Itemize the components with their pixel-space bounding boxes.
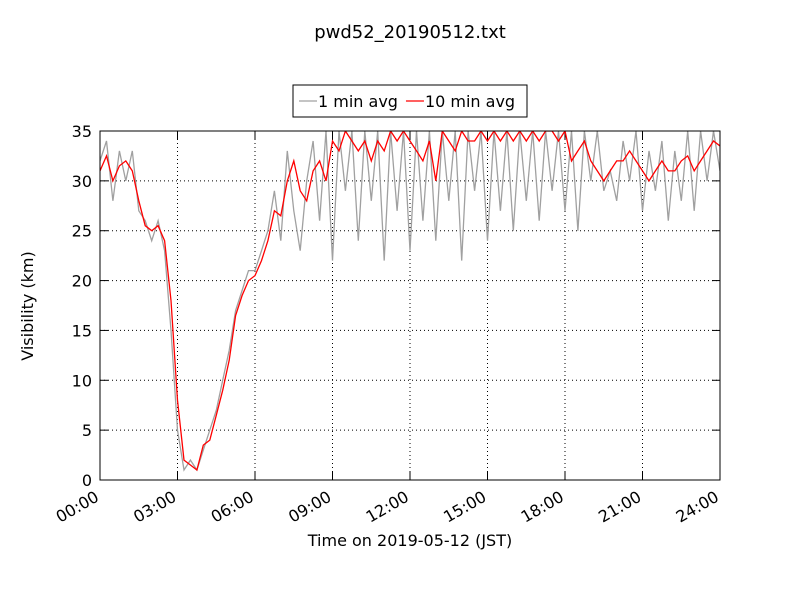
y-tick-label: 35 [72, 122, 92, 141]
x-axis-label: Time on 2019-05-12 (JST) [307, 531, 512, 550]
x-tick-label: 00:00 [53, 487, 102, 527]
y-tick-label: 10 [72, 371, 92, 390]
x-tick-label: 06:00 [208, 487, 257, 527]
chart-title: pwd52_20190512.txt [314, 22, 506, 43]
legend-label: 1 min avg [318, 92, 398, 111]
legend-label: 10 min avg [425, 92, 515, 111]
y-tick-label: 15 [72, 321, 92, 340]
y-axis-label: Visibility (km) [18, 251, 37, 360]
y-tick-label: 20 [72, 272, 92, 291]
x-tick-label: 15:00 [440, 487, 489, 527]
plot-frame [99, 130, 721, 481]
x-tick-label: 12:00 [363, 487, 412, 527]
y-tick-label: 25 [72, 222, 92, 241]
x-tick-label: 18:00 [518, 487, 567, 527]
data-line [100, 131, 720, 472]
x-tick-label: 21:00 [595, 487, 644, 527]
y-tick-label: 30 [72, 172, 92, 191]
x-tick-label: 03:00 [130, 487, 179, 527]
y-tick-label: 5 [82, 421, 92, 440]
y-tick-label: 0 [82, 471, 92, 490]
series-group [100, 131, 720, 472]
x-tick-label: 24:00 [673, 487, 722, 527]
x-tick-label: 09:00 [285, 487, 334, 527]
series-group [100, 131, 720, 472]
data-line [100, 131, 720, 472]
